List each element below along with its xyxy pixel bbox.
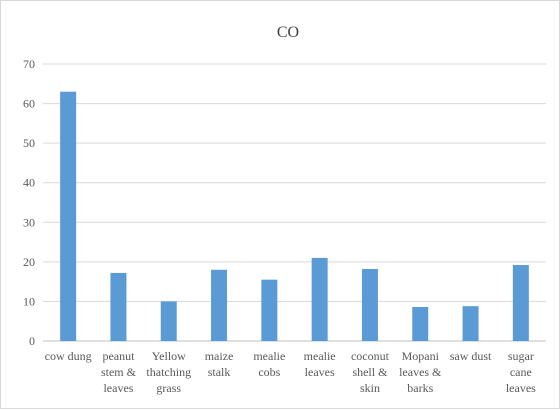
x-category-label-line: thatching: [146, 365, 191, 379]
x-category-label-line: barks: [407, 381, 433, 395]
y-tick-label: 70: [23, 57, 35, 71]
chart-title: CO: [277, 24, 299, 41]
x-category-label: cow dung: [45, 349, 92, 363]
bar-2: [160, 301, 177, 341]
x-category-label-line: mealie: [253, 349, 285, 363]
x-category-label: mealie cobs: [253, 349, 285, 379]
x-category-label-line: Yellow: [152, 349, 186, 363]
x-category-label-line: mealie: [304, 349, 336, 363]
x-category-label: saw dust: [450, 349, 492, 363]
x-category-label-line: stalk: [208, 365, 231, 379]
bar-3: [211, 269, 228, 341]
x-category-label: maize stalk: [205, 349, 234, 379]
x-category-label-line: cow dung: [45, 349, 92, 363]
gridlines: [43, 63, 546, 342]
x-axis-labels: cow dung peanut stem & leaves Yellow thatchin…: [45, 349, 537, 395]
bar-7: [412, 306, 429, 341]
bar-5: [311, 257, 328, 341]
x-category-label-line: coconut: [351, 349, 390, 363]
x-category-label-line: saw dust: [450, 349, 492, 363]
bar-9: [512, 265, 529, 341]
y-tick-label: 50: [23, 136, 35, 150]
x-category-label-line: grass: [156, 381, 181, 395]
y-tick-label: 20: [23, 255, 35, 269]
x-category-label-line: Mopani: [402, 349, 440, 363]
y-tick-label: 0: [29, 334, 35, 348]
x-category-label-line: cobs: [258, 365, 280, 379]
x-category-label-line: sugar: [508, 349, 534, 363]
x-category-label-line: leaves &: [399, 365, 442, 379]
x-category-label: peanut stem & leaves: [101, 349, 137, 395]
y-tick-label: 30: [23, 215, 35, 229]
y-tick-label: 60: [23, 97, 35, 111]
x-category-label-line: shell &: [352, 365, 388, 379]
x-category-label: Yellow thatching grass: [146, 349, 191, 395]
x-category-label-line: stem &: [101, 365, 137, 379]
y-tick-label: 10: [23, 294, 35, 308]
bar-8: [462, 306, 479, 341]
bar-0: [60, 91, 77, 341]
x-category-label-line: peanut: [102, 349, 135, 363]
x-category-label: Mopani leaves & barks: [399, 349, 442, 395]
x-category-label-line: leaves: [506, 381, 536, 395]
x-category-label-line: leaves: [305, 365, 335, 379]
x-category-label-line: leaves: [103, 381, 133, 395]
y-tick-label: 40: [23, 176, 35, 190]
bar-1: [110, 272, 127, 341]
bar-6: [361, 268, 378, 341]
x-category-label: coconut shell & skin: [351, 349, 390, 395]
x-category-label-line: cane: [510, 365, 532, 379]
bars: [60, 91, 529, 341]
x-category-label-line: skin: [360, 381, 380, 395]
x-category-label-line: maize: [205, 349, 234, 363]
x-category-label: sugar cane leaves: [506, 349, 536, 395]
bar-4: [261, 279, 278, 341]
x-category-label: mealie leaves: [304, 349, 336, 379]
y-axis-ticks: 0 10 20 30 40 50 60 70: [23, 57, 35, 348]
